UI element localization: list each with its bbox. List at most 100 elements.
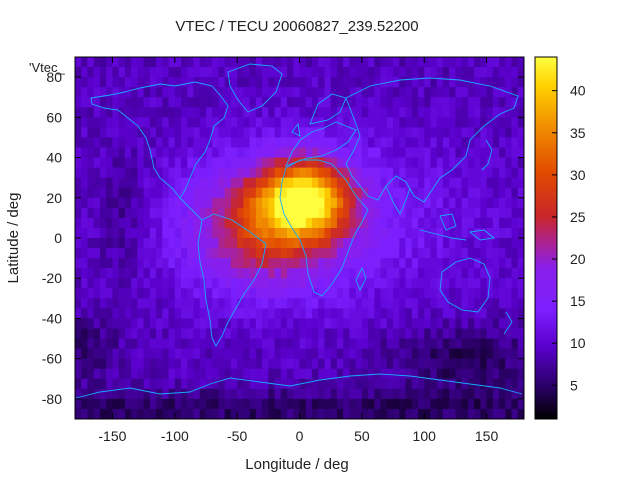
- heatmap-cell: [143, 338, 151, 350]
- heatmap-cell: [112, 87, 120, 98]
- heatmap-cell: [499, 388, 506, 400]
- heatmap-cell: [205, 328, 213, 340]
- heatmap-cell: [349, 167, 357, 179]
- heatmap-cell: [118, 258, 126, 269]
- colorbar: [534, 56, 558, 420]
- heatmap-cell: [436, 67, 444, 78]
- heatmap-cell: [380, 87, 388, 98]
- heatmap-cell: [474, 368, 481, 380]
- heatmap-cell: [505, 258, 513, 269]
- heatmap-cell: [311, 197, 319, 209]
- heatmap-cell: [330, 87, 338, 98]
- heatmap-cell: [199, 318, 207, 330]
- heatmap-cell: [305, 97, 313, 108]
- heatmap-cell: [311, 408, 319, 419]
- heatmap-cell: [143, 278, 151, 289]
- heatmap-cell: [380, 57, 388, 68]
- heatmap-cell: [424, 77, 432, 88]
- heatmap-cell: [436, 147, 444, 159]
- heatmap-cell: [230, 258, 238, 269]
- heatmap-cell: [287, 187, 294, 199]
- heatmap-cell: [424, 318, 432, 330]
- heatmap-cell: [474, 288, 481, 299]
- heatmap-cell: [480, 358, 488, 370]
- heatmap-cell: [137, 378, 145, 390]
- heatmap-cell: [87, 258, 95, 269]
- heatmap-cell: [162, 67, 170, 78]
- heatmap-cell: [368, 67, 375, 78]
- heatmap-cell: [424, 157, 432, 169]
- heatmap-cell: [237, 378, 244, 390]
- heatmap-cell: [287, 197, 294, 209]
- heatmap-cell: [405, 238, 413, 249]
- heatmap-cell: [405, 97, 413, 108]
- heatmap-cell: [424, 278, 432, 289]
- heatmap-cell: [93, 248, 101, 259]
- heatmap-cell: [212, 107, 220, 118]
- heatmap-cell: [299, 117, 307, 128]
- heatmap-cell: [399, 67, 407, 78]
- heatmap-cell: [330, 358, 338, 370]
- heatmap-cell: [99, 97, 107, 108]
- heatmap-cell: [499, 288, 506, 299]
- heatmap-cell: [149, 167, 157, 179]
- heatmap-cell: [436, 378, 444, 390]
- heatmap-cell: [474, 258, 481, 269]
- heatmap-cell: [318, 57, 326, 68]
- heatmap-cell: [143, 217, 151, 229]
- heatmap-cell: [218, 67, 226, 78]
- heatmap-cell: [486, 107, 494, 118]
- heatmap-cell: [168, 87, 176, 98]
- heatmap-cell: [87, 368, 95, 380]
- heatmap-cell: [181, 388, 188, 400]
- heatmap-cell: [361, 107, 369, 118]
- heatmap-cell: [374, 227, 382, 239]
- heatmap-cell: [81, 368, 89, 380]
- heatmap-cell: [181, 358, 188, 370]
- heatmap-cell: [430, 388, 438, 400]
- heatmap-cell: [380, 167, 388, 179]
- heatmap-cell: [93, 358, 101, 370]
- heatmap-cell: [162, 298, 170, 309]
- heatmap-cell: [480, 97, 488, 108]
- heatmap-cell: [386, 87, 394, 98]
- heatmap-cell: [393, 378, 400, 390]
- heatmap-cell: [386, 197, 394, 209]
- heatmap-cell: [93, 298, 101, 309]
- heatmap-cell: [255, 288, 263, 299]
- heatmap-cell: [318, 318, 326, 330]
- heatmap-cell: [399, 288, 407, 299]
- heatmap-cell: [149, 348, 157, 360]
- heatmap-cell: [75, 408, 82, 419]
- heatmap-cell: [199, 328, 207, 340]
- heatmap-cell: [399, 87, 407, 98]
- heatmap-cell: [380, 358, 388, 370]
- heatmap-cell: [218, 117, 226, 128]
- heatmap-cell: [81, 137, 89, 149]
- heatmap-cell: [318, 368, 326, 380]
- heatmap-cell: [305, 207, 313, 219]
- heatmap-cell: [131, 187, 138, 199]
- heatmap-cell: [474, 107, 481, 118]
- heatmap-cell: [349, 217, 357, 229]
- heatmap-cell: [218, 278, 226, 289]
- heatmap-cell: [442, 177, 450, 189]
- heatmap-cell: [224, 117, 232, 128]
- heatmap-cell: [405, 57, 413, 68]
- heatmap-cell: [380, 288, 388, 299]
- heatmap-cell: [411, 248, 419, 259]
- heatmap-cell: [99, 147, 107, 159]
- heatmap-cell: [355, 217, 363, 229]
- heatmap-cell: [280, 217, 288, 229]
- heatmap-cell: [156, 258, 163, 269]
- heatmap-cell: [417, 197, 425, 209]
- heatmap-cell: [393, 258, 400, 269]
- heatmap-cell: [343, 217, 350, 229]
- heatmap-cell: [156, 318, 163, 330]
- heatmap-cell: [268, 187, 276, 199]
- heatmap-cell: [436, 87, 444, 98]
- heatmap-cell: [268, 227, 276, 239]
- heatmap-cell: [199, 117, 207, 128]
